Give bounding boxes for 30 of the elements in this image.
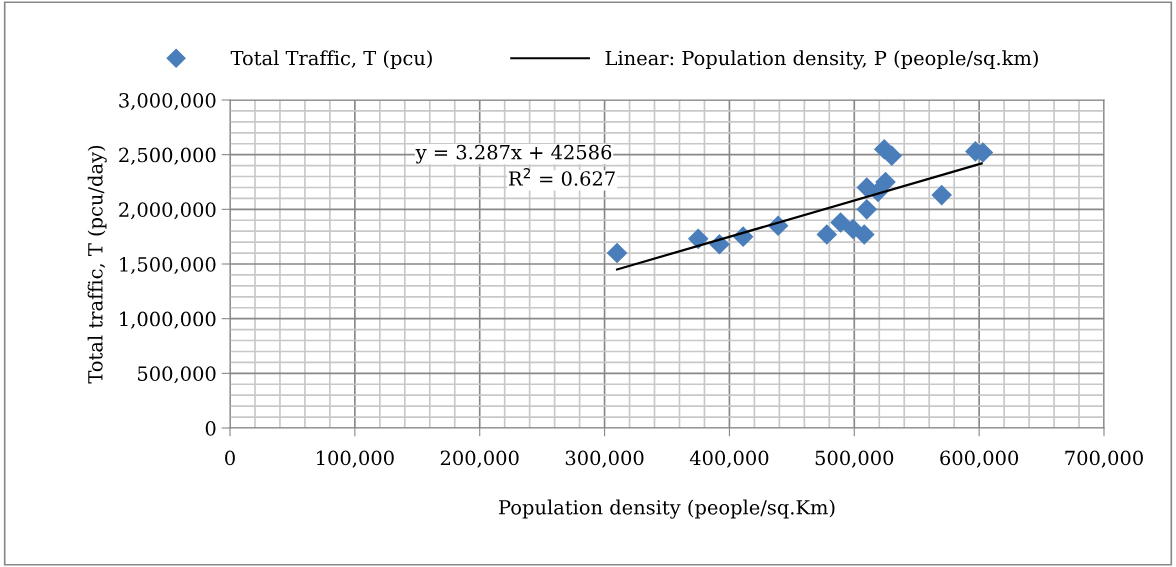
x-tick-label: 0	[225, 450, 235, 466]
point	[931, 184, 952, 206]
x-axis-title: Population density (people/sq.Km)	[499, 499, 835, 519]
x-tick-label: 500,000	[815, 450, 894, 468]
x-tick-label: 700,000	[1065, 450, 1143, 468]
x-tick-label: 600,000	[940, 450, 1019, 468]
y-tick-label: 1,000,000	[120, 311, 216, 329]
point	[856, 199, 878, 220]
point	[881, 145, 903, 167]
y-tick-label: 3,000,000	[119, 92, 216, 111]
y-tick-label: 500,000	[138, 366, 216, 384]
point	[606, 242, 628, 264]
y-tick-label: 2,500,000	[119, 147, 216, 165]
legend-label: Total Traffic, T (pcu)	[230, 50, 432, 70]
point	[687, 228, 709, 250]
y-axis-title: Total traffic, T (pcu/day)	[87, 145, 107, 384]
annotation: R$^{2}$ = 0.627	[508, 168, 615, 186]
annotation: y = 3.287x + 42586	[415, 144, 612, 164]
y-tick-label: 1,500,000	[120, 256, 216, 275]
x-tick-label: 200,000	[440, 450, 519, 468]
point	[853, 224, 875, 245]
x-tick-label: 400,000	[689, 450, 769, 468]
point	[816, 224, 838, 245]
x-tick-label: 300,000	[565, 450, 644, 468]
point	[830, 212, 851, 233]
point	[875, 171, 896, 193]
x-tick-label: 100,000	[317, 450, 394, 468]
y-tick-label: 2,000,000	[119, 202, 216, 220]
legend-label: Linear: Population density, P (people/sq.km)	[605, 50, 1038, 70]
y-tick-label: 0	[205, 420, 216, 436]
